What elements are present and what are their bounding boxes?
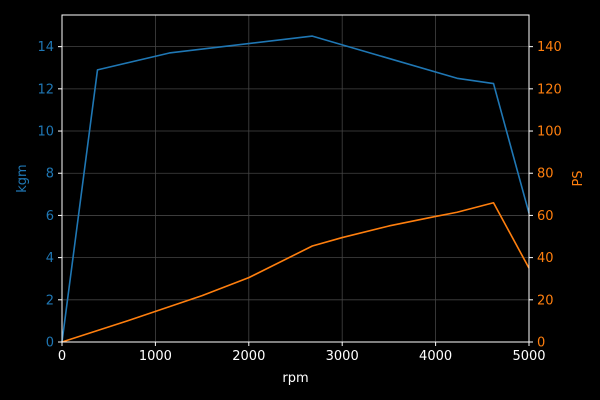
x-tick-label: 1000 [139, 349, 172, 364]
power-series-line [61, 201, 530, 343]
right-y-tick-label: 120 [537, 82, 562, 97]
right-y-axis-title: PS [571, 170, 586, 186]
left-y-tick-label: 12 [37, 82, 54, 97]
right-y-tick-label: 80 [537, 167, 554, 182]
right-y-tick-label: 0 [537, 336, 545, 351]
x-axis-title: rpm [282, 371, 308, 386]
left-y-axis-title: kgm [15, 164, 30, 192]
x-tick-label: 3000 [326, 349, 359, 364]
left-y-tick-label: 10 [37, 125, 54, 140]
right-y-tick-label: 20 [537, 293, 554, 308]
x-tick-label: 5000 [512, 349, 545, 364]
left-y-tick-label: 6 [46, 209, 54, 224]
left-y-tick-label: 0 [46, 336, 54, 351]
x-tick-label: 0 [58, 349, 66, 364]
right-y-tick-label: 100 [537, 125, 562, 140]
plot-frame [61, 14, 530, 343]
right-y-tick-label: 60 [537, 209, 554, 224]
left-y-tick-label: 4 [46, 251, 54, 266]
left-y-tick-label: 2 [46, 293, 54, 308]
right-y-tick-label: 140 [537, 40, 562, 55]
x-tick-label: 4000 [419, 349, 452, 364]
x-tick-label: 2000 [232, 349, 265, 364]
series-group [61, 35, 530, 343]
axes-ticks: 0 1000 2000 3000 4000 50000246810121402040608… [37, 40, 561, 364]
right-y-tick-label: 40 [537, 251, 554, 266]
left-y-tick-label: 8 [46, 167, 54, 182]
torque-series-line [61, 35, 530, 343]
left-y-tick-label: 14 [37, 40, 54, 55]
